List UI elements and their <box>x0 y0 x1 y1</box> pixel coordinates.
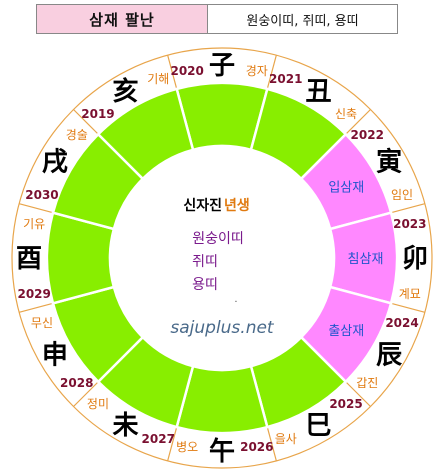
segment-2019 <box>96 87 195 181</box>
ganji-label: 계묘 <box>399 287 421 301</box>
branch-glyph: 未 <box>112 411 138 441</box>
branch-glyph: 亥 <box>112 76 138 107</box>
branch-glyph: 卯 <box>402 244 428 274</box>
outer-ring-divider <box>345 381 371 407</box>
outer-ring-divider <box>266 55 277 90</box>
branch-glyph: 辰 <box>376 341 402 371</box>
ganji-label: 병오 <box>176 440 198 454</box>
header-box: 삼재 팔난 원숭이띠, 쥐띠, 용띠 <box>36 4 398 34</box>
phase-label: 출삼재 <box>328 324 364 339</box>
branch-glyph: 巳 <box>305 411 331 441</box>
outer-ring-divider <box>390 302 425 313</box>
outer-ring-divider <box>19 302 54 313</box>
ganji-label: 기해 <box>147 72 169 86</box>
branch-glyph: 子 <box>209 51 235 81</box>
year-label: 2019 <box>81 107 114 121</box>
outer-ring-divider <box>73 109 99 135</box>
branch-glyph: 戌 <box>42 148 68 178</box>
branch-glyph: 寅 <box>376 147 402 178</box>
center-title-suffix: 년생 <box>224 198 250 214</box>
watermark: sajuplus.net <box>170 318 275 338</box>
branch-glyph: 丑 <box>305 77 331 107</box>
year-label: 2024 <box>385 316 418 330</box>
outer-ring-divider <box>167 55 178 90</box>
ganji-label: 무신 <box>31 316 53 330</box>
year-label: 2028 <box>60 376 93 390</box>
center-animal-2: 쥐띠 <box>192 254 218 270</box>
phase-label: 침삼재 <box>348 252 384 267</box>
outer-ring-divider <box>19 203 54 214</box>
branch-glyph: 申 <box>42 341 68 371</box>
ganji-label: 기유 <box>23 217 45 231</box>
year-label: 2027 <box>142 432 175 446</box>
branch-glyph: 酉 <box>16 244 42 274</box>
year-label: 2021 <box>269 72 302 86</box>
center-animal-1: 원숭이띠 <box>192 231 244 247</box>
outer-ring-divider <box>345 109 371 135</box>
center-dot: . <box>234 294 237 305</box>
ganji-label: 갑진 <box>356 376 378 390</box>
ganji-label: 임인 <box>391 188 413 202</box>
header-title: 삼재 팔난 <box>37 5 208 33</box>
outer-ring-divider <box>167 426 178 461</box>
center-animal-3: 용띠 <box>192 277 218 293</box>
year-label: 2023 <box>393 217 426 231</box>
outer-ring-divider <box>266 426 277 461</box>
center-title: 신자진 <box>183 197 222 214</box>
year-label: 2030 <box>25 188 58 202</box>
ganji-label: 경술 <box>66 128 88 142</box>
phase-label: 입삼재 <box>328 180 364 195</box>
ganji-label: 정미 <box>87 397 109 411</box>
ganji-label: 경자 <box>246 64 268 78</box>
outer-ring-circle <box>11 47 433 469</box>
year-label: 2020 <box>170 64 203 78</box>
year-label: 2029 <box>17 287 50 301</box>
outer-ring-divider <box>390 203 425 214</box>
ganji-label: 을사 <box>275 432 297 446</box>
year-label: 2025 <box>329 397 362 411</box>
year-label: 2026 <box>240 440 273 454</box>
header-value: 원숭이띠, 쥐띠, 용띠 <box>246 13 359 29</box>
year-label: 2022 <box>351 128 384 142</box>
branch-glyph: 午 <box>209 436 235 467</box>
outer-ring-divider <box>73 381 99 407</box>
ganji-label: 신축 <box>335 107 357 121</box>
